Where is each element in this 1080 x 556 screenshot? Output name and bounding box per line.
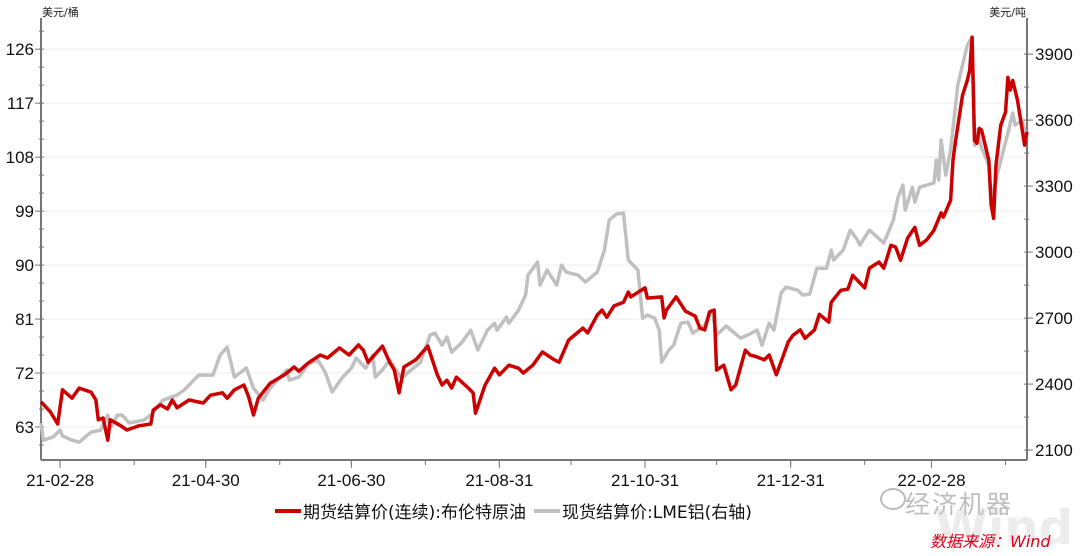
x-tick-label: 21-02-28: [26, 471, 94, 490]
right-tick-label: 3900: [1035, 45, 1073, 64]
legend-swatch-aluminum: [534, 508, 560, 513]
right-axis-unit: 美元/吨: [989, 6, 1026, 19]
right-tick-label: 3300: [1035, 177, 1073, 196]
legend-label-brent: 期货结算价(连续):布伦特原油: [303, 503, 526, 523]
x-tick-label: 21-08-31: [465, 471, 533, 490]
watermark-brand: Wind: [935, 500, 1073, 556]
right-tick-label: 2400: [1035, 375, 1073, 394]
x-tick-label: 21-12-31: [757, 471, 825, 490]
left-tick-label: 90: [15, 256, 34, 275]
x-tick-label: 21-06-30: [317, 471, 385, 490]
x-tick-label: 22-02-28: [897, 471, 965, 490]
gridlines: [41, 48, 1027, 428]
wechat-icon: [880, 488, 906, 510]
series-lines: [39, 35, 1029, 444]
right-tick-label: 2100: [1035, 441, 1073, 460]
legend: 期货结算价(连续):布伦特原油 现货结算价:LME铝(右轴): [275, 498, 760, 523]
left-tick-label: 108: [6, 148, 34, 167]
left-tick-label: 126: [6, 40, 34, 59]
left-axis-unit: 美元/桶: [42, 5, 79, 19]
left-tick-label: 72: [15, 364, 34, 383]
right-tick-label: 3600: [1035, 111, 1073, 130]
right-tick-label: 3000: [1035, 243, 1073, 262]
data-source: 数据来源：Wind: [930, 532, 1051, 551]
legend-label-aluminum: 现货结算价:LME铝(右轴): [562, 503, 752, 523]
left-tick-label: 81: [15, 310, 34, 329]
series-line-aluminum: [39, 35, 1029, 444]
x-tick-label: 21-10-31: [611, 471, 679, 490]
axes: 63 72 81 90 99 108 117 126 2100 2400 2700 3000 3300 3…: [6, 18, 1073, 490]
right-tick-label: 2700: [1035, 309, 1073, 328]
x-tick-label: 21-04-30: [172, 471, 240, 490]
left-tick-label: 117: [7, 94, 34, 113]
watermark-account: 经济机器: [905, 490, 1014, 519]
legend-item-aluminum: 现货结算价:LME铝(右轴): [534, 498, 752, 523]
legend-item-brent: 期货结算价(连续):布伦特原油: [275, 498, 526, 523]
left-tick-label: 63: [15, 418, 34, 437]
legend-swatch-brent: [275, 508, 301, 513]
series-line-brent: [39, 35, 1029, 442]
left-tick-label: 99: [15, 202, 34, 221]
